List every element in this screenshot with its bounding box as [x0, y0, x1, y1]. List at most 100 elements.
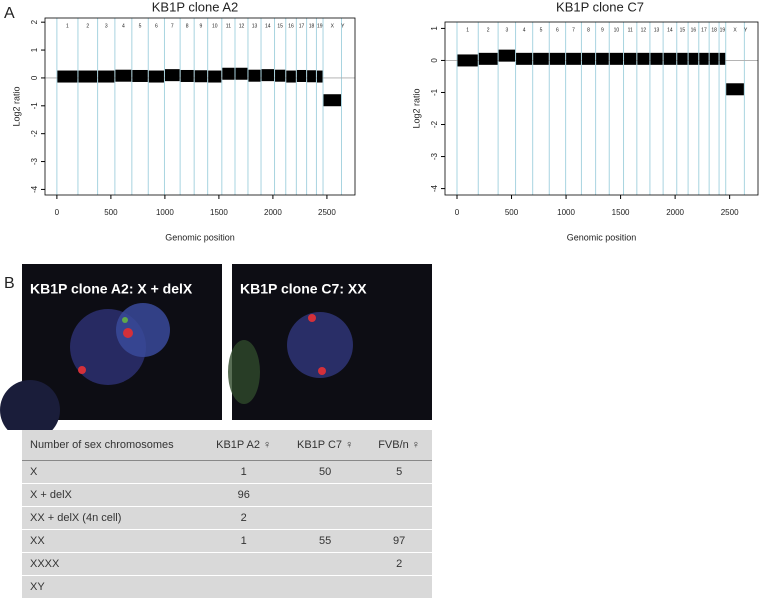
table: Number of sex chromosomes KB1P A2 ♀ KB1P C…	[22, 430, 432, 598]
image-caption: KB1P clone C7: XX	[240, 281, 367, 297]
y-tick-label: 2	[30, 19, 39, 24]
chart-title: KB1P clone C7	[556, 0, 644, 14]
segment-band	[478, 52, 498, 65]
table-cell	[366, 506, 432, 530]
header-cell: KB1P A2 ♀	[203, 430, 285, 461]
chromosome-label: 9	[601, 27, 604, 33]
chromosome-label: 13	[252, 23, 258, 29]
x-tick-label: 2000	[264, 208, 282, 217]
chromosome-label: 19	[720, 27, 726, 33]
chromosome-label: 6	[155, 23, 158, 29]
x-tick-label: 500	[505, 208, 519, 217]
segment-band	[248, 69, 261, 82]
segment-band	[549, 52, 566, 65]
chromosome-label: 17	[299, 23, 305, 29]
segment-band	[516, 52, 533, 65]
chromosome-label: 5	[139, 23, 142, 29]
table-cell	[366, 483, 432, 507]
micrograph: KB1P clone A2: X + delX	[0, 264, 222, 430]
segment-band	[457, 54, 478, 67]
chromosome-label: 4	[122, 23, 125, 29]
y-tick-label: 1	[30, 47, 39, 52]
y-tick-label: -2	[30, 130, 39, 138]
chromosome-label: 18	[711, 27, 717, 33]
x-tick-label: 2000	[666, 208, 684, 217]
chromosome-label: Y	[341, 23, 345, 29]
table-cell	[203, 552, 285, 576]
table-cell: 5	[366, 460, 432, 484]
segment-band	[208, 70, 222, 83]
table-cell: XX	[22, 529, 204, 553]
chromosome-label: 16	[288, 23, 294, 29]
image-caption: KB1P clone A2: X + delX	[30, 281, 193, 297]
segment-band	[307, 70, 316, 83]
segment-band	[596, 52, 609, 65]
segment-band	[98, 70, 115, 83]
segment-band	[261, 69, 275, 82]
segment-band	[57, 70, 78, 83]
segment-band	[498, 49, 516, 62]
figure: A B KB1P clone A2: X + delX KB1P clone C…	[0, 0, 759, 430]
chromosome-label: 8	[186, 23, 189, 29]
segment-band	[581, 52, 596, 65]
chromosome-label: 11	[628, 27, 633, 33]
table-cell	[203, 575, 285, 598]
table-row: XX + delX (4n cell) 2	[22, 506, 432, 530]
table-cell: 2	[203, 506, 285, 530]
chromosome-label: 17	[701, 27, 707, 33]
chart: KB1P clone A2 Genomic position Log2 ratio 1…	[11, 0, 356, 242]
chromosome-label: 3	[505, 27, 508, 33]
table-cell	[284, 552, 367, 576]
table-cell: 1	[203, 460, 285, 484]
chromosome-label: 19	[317, 23, 323, 29]
x-tick-label: 1500	[210, 208, 228, 217]
y-tick-label: -1	[430, 88, 439, 96]
x-tick-label: 0	[55, 208, 60, 217]
segment-band	[235, 67, 248, 80]
segment-band	[132, 69, 148, 82]
segment-band	[286, 70, 296, 83]
x-tick-label: 500	[104, 208, 118, 217]
x-tick-label: 2500	[318, 208, 336, 217]
segment-band	[164, 69, 180, 82]
table-cell: 55	[284, 529, 367, 553]
header-cell: Number of sex chromosomes	[22, 430, 204, 461]
chromosome-label: 18	[309, 23, 315, 29]
y-tick-label: 0	[430, 58, 439, 63]
chromosome-label: 16	[691, 27, 697, 33]
chromosome-label: 5	[540, 27, 543, 33]
chromosome-label: X	[331, 23, 335, 29]
y-tick-label: -2	[430, 120, 439, 128]
segment-band	[663, 52, 677, 65]
y-axis-label: Log2 ratio	[411, 88, 421, 128]
header-cell: KB1P C7 ♀	[284, 430, 367, 461]
x-tick-label: 0	[455, 208, 460, 217]
chromosome-label: 4	[523, 27, 526, 33]
table-cell: XXXX	[22, 552, 204, 576]
table-cell	[284, 575, 367, 598]
table-cell: 50	[284, 460, 367, 484]
table-cell: X + delX	[22, 483, 204, 507]
chromosome-label: 12	[641, 27, 647, 33]
chromosome-label: 3	[105, 23, 108, 29]
segment-band	[316, 70, 323, 83]
segment-band	[78, 70, 98, 83]
segment-band	[677, 52, 688, 65]
segment-band	[533, 52, 549, 65]
header-cell: FVB/n ♀	[366, 430, 432, 461]
table-row: XXXX 2	[22, 552, 432, 576]
chromosome-label: 12	[239, 23, 245, 29]
table-row: X + delX 96	[22, 483, 432, 507]
chromosome-label: 13	[654, 27, 660, 33]
chart: KB1P clone C7 Genomic position Log2 ratio 1…	[411, 0, 759, 242]
table-cell: X	[22, 460, 204, 484]
segment-band	[650, 52, 663, 65]
segment-band	[637, 52, 650, 65]
y-tick-label: 1	[430, 26, 439, 31]
table-cell: XX + delX (4n cell)	[22, 506, 204, 530]
segment-band	[222, 67, 235, 80]
x-axis-label: Genomic position	[165, 232, 235, 242]
x-tick-label: 1000	[156, 208, 174, 217]
chromosome-label: 7	[171, 23, 174, 29]
